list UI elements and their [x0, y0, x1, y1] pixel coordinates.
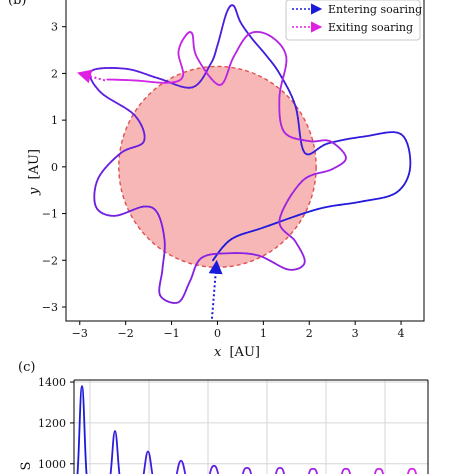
trajectory-segment [287, 193, 293, 202]
trajectory-segment [106, 96, 114, 102]
trajectory-segment [111, 99, 119, 105]
plot-area [77, 4, 412, 319]
x-tick-label: 4 [398, 327, 405, 340]
soaring-circle [118, 65, 317, 268]
plot-frame-bottom [73, 379, 429, 474]
trajectory-segment [281, 75, 285, 83]
y-tick-label: 1000 [38, 458, 66, 471]
trajectory-segment [298, 131, 302, 140]
trajectory-segment [296, 212, 306, 217]
trajectory-segment [116, 102, 124, 108]
score-peak [76, 385, 88, 474]
trajectory-segment [282, 69, 286, 77]
trajectory-segment [295, 110, 299, 120]
trajectory-segment [297, 124, 301, 133]
trajectory-segment [279, 80, 284, 88]
y-tick-label: 3 [51, 21, 58, 34]
trajectory-segment [200, 64, 206, 71]
trajectory-line [88, 4, 412, 304]
trajectory-segment [282, 217, 292, 222]
y-tick-label: 1400 [38, 376, 66, 389]
soaring-region [118, 65, 317, 268]
score-peak [307, 467, 319, 474]
score-peak [208, 464, 220, 474]
x-axis-ticks: −3 −2 −1 0 1 2 3 4 [72, 321, 405, 340]
y-tick-label: −2 [42, 254, 58, 267]
trajectory-segment [203, 68, 209, 76]
x-axis-unit: [AU] [229, 345, 260, 360]
y-axis-label-bottom: S [19, 462, 34, 471]
legend-exiting-label: Exiting soaring [328, 21, 413, 34]
trajectory-segment [289, 214, 299, 219]
y-axis-label: y [AU] [27, 149, 42, 196]
y-axis-unit: [AU] [27, 149, 42, 180]
trajectory-segment [262, 224, 271, 229]
x-tick-label: 0 [214, 327, 221, 340]
trajectory-segment [294, 105, 298, 113]
trajectory-segment [297, 117, 300, 126]
x-tick-label: −3 [72, 327, 88, 340]
y-tick-label: −1 [42, 208, 58, 221]
trajectory-segment [121, 105, 129, 111]
entering-arrow [208, 259, 223, 319]
score-panel: (c) 1000 1200 1400 S [18, 360, 429, 474]
y-tick-label: 0 [51, 161, 58, 174]
score-peak [175, 459, 187, 474]
grid-lines [74, 380, 428, 474]
score-peak [340, 467, 352, 474]
trajectory-segment [290, 188, 297, 196]
score-peak [142, 450, 154, 474]
score-peak [406, 467, 418, 474]
plot-frame [65, 0, 425, 322]
trajectory-segment [311, 207, 320, 212]
trajectory-segment [323, 205, 331, 209]
x-tick-label: 2 [306, 327, 313, 340]
x-tick-label: 1 [260, 327, 267, 340]
y-tick-label: 1200 [38, 417, 66, 430]
y-axis-ticks-bottom: 1000 1200 1400 [38, 376, 74, 471]
x-axis-label: x [AU] [214, 345, 260, 360]
score-peak [109, 430, 121, 474]
x-axis-var: x [214, 345, 222, 360]
score-peak [241, 466, 253, 474]
entry-exit-arrows [77, 69, 223, 319]
trajectory-segment [268, 222, 277, 227]
panel-label-b: (b) [8, 0, 26, 8]
trajectory-segment [294, 183, 300, 191]
y-tick-label: 1 [51, 114, 58, 127]
trajectory-segment [317, 206, 326, 210]
y-tick-label: 2 [51, 67, 58, 80]
y-axis-ticks: −3 −2 −1 0 1 2 3 [42, 21, 66, 314]
trajectory-segment [283, 199, 289, 207]
trajectory-segment [281, 204, 286, 213]
x-tick-label: 3 [352, 327, 359, 340]
trajectory-panel: (b) −3 −2 −1 0 1 2 3 4 −3 −2 −1 0 1 2 3 x [AU] y [AU]… [8, 0, 425, 360]
panel-label-c: (c) [18, 360, 35, 375]
score-peak [373, 467, 385, 474]
score-series [76, 385, 418, 474]
exiting-arrow [77, 69, 106, 84]
score-peak [274, 466, 286, 474]
trajectory-segment [304, 209, 313, 214]
x-tick-label: −1 [163, 327, 179, 340]
y-axis-var: y [27, 187, 42, 196]
trajectory-segment [257, 226, 265, 231]
x-tick-label: −2 [118, 327, 134, 340]
legend-entering-label: Entering soaring [328, 3, 422, 16]
legend: Entering soaring Exiting soaring [285, 0, 422, 41]
y-tick-label: −3 [42, 301, 58, 314]
